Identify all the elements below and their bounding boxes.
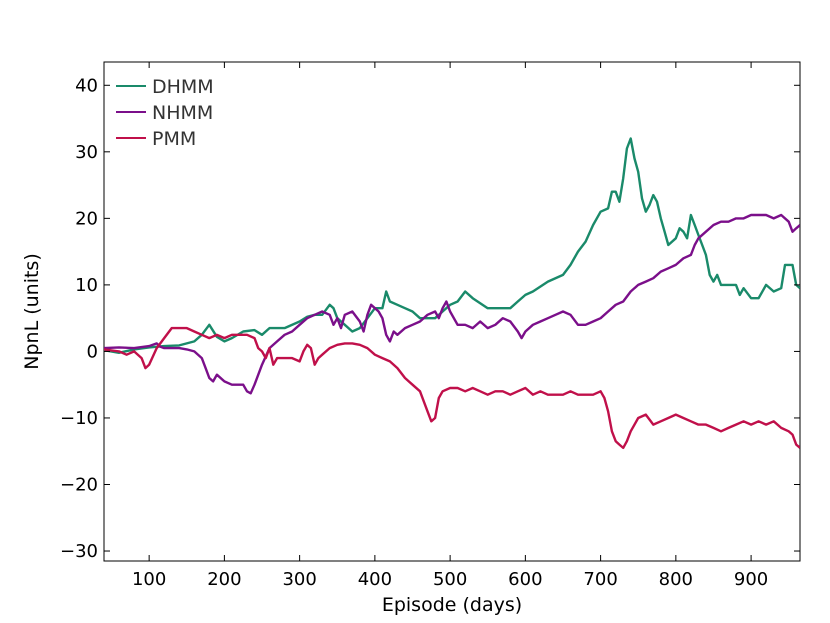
y-tick-label: 20: [75, 208, 98, 229]
series-line-dhmm: [104, 137, 800, 354]
x-tick-label: 600: [508, 569, 542, 590]
x-tick-label: 100: [132, 569, 166, 590]
y-tick-label: 0: [87, 341, 98, 362]
legend-label-pmm: PMM: [152, 128, 196, 150]
x-tick-label: 700: [583, 569, 617, 590]
series-line-nhmm: [104, 213, 800, 395]
legend: DHMM NHMM PMM: [116, 76, 214, 150]
x-tick-label: 200: [207, 569, 241, 590]
x-tick-label: 500: [433, 569, 467, 590]
series-layer: [104, 137, 800, 450]
x-tick-label: 300: [282, 569, 316, 590]
y-tick-label: 10: [75, 275, 98, 296]
series-line-pmm: [104, 326, 800, 450]
plot-frame: [103, 61, 801, 562]
y-axis-label: NpnL (units): [21, 253, 43, 369]
plot-area: [103, 61, 801, 562]
legend-label-nhmm: NHMM: [152, 102, 213, 124]
y-tick-label: −20: [60, 474, 98, 495]
y-tick-label: −30: [60, 541, 98, 562]
y-tick-label: 40: [75, 75, 98, 96]
axis-ticks: 100 200 300 400 500 600 700 800 900 −30 −20 −10 0 10 2…: [60, 62, 800, 590]
x-tick-label: 400: [358, 569, 392, 590]
legend-label-dhmm: DHMM: [152, 76, 214, 98]
x-axis-label: Episode (days): [382, 594, 522, 616]
x-tick-label: 800: [659, 569, 693, 590]
y-tick-label: −10: [60, 408, 98, 429]
y-tick-label: 30: [75, 142, 98, 163]
x-tick-label: 900: [734, 569, 768, 590]
